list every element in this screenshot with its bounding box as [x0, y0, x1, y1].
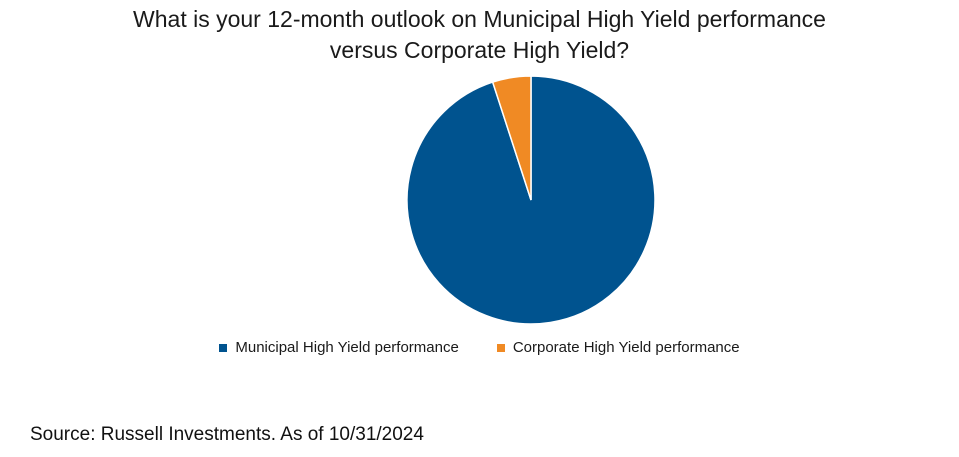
- chart-legend: Municipal High Yield performance Corpora…: [0, 339, 959, 356]
- chart-title: What is your 12-month outlook on Municip…: [0, 4, 959, 66]
- legend-swatch-corporate: [496, 343, 505, 352]
- legend-swatch-municipal: [219, 343, 228, 352]
- chart-title-line-1: What is your 12-month outlook on Municip…: [133, 6, 826, 32]
- chart-title-line-2: versus Corporate High Yield?: [329, 37, 630, 63]
- legend-label-municipal: Municipal High Yield performance: [235, 339, 459, 356]
- legend-item-corporate: Corporate High Yield performance: [496, 339, 740, 356]
- legend-label-corporate: Corporate High Yield performance: [512, 339, 740, 356]
- pie-chart: [406, 75, 656, 325]
- pie-slice-corporate: [491, 75, 532, 201]
- source-note: Source: Russell Investments. As of 10/31…: [30, 424, 424, 445]
- legend-item-municipal: Municipal High Yield performance: [219, 339, 459, 356]
